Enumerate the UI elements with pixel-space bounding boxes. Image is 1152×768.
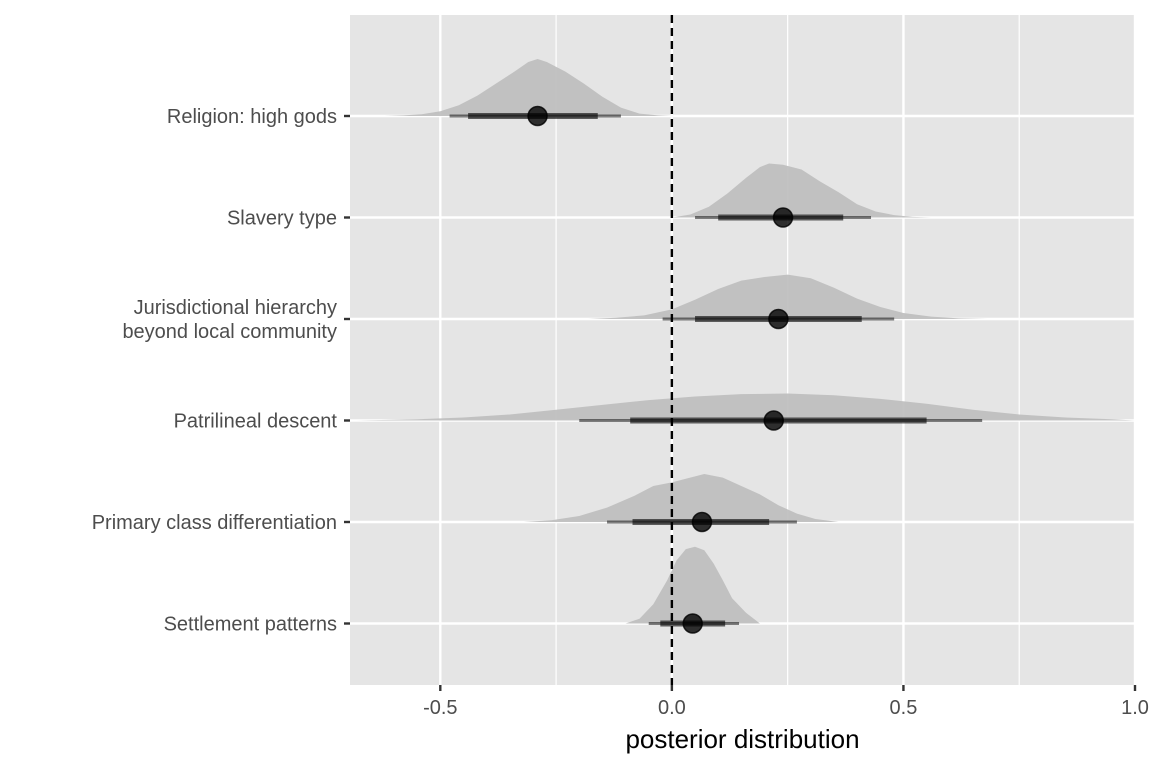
density-5: [625, 546, 760, 624]
median-point-3: [763, 410, 785, 431]
y-axis: Religion: high gods Slavery type Jurisdict…: [92, 106, 350, 636]
y-tick-label-0: Religion: high gods: [167, 106, 337, 128]
plot-panel: [350, 15, 1135, 685]
x-tick-label-3: 1.0: [1121, 697, 1149, 719]
x-tick-label-2: 0.5: [890, 697, 918, 719]
interval-layer: [449, 105, 983, 634]
density-3: [356, 393, 1135, 421]
median-point-4: [691, 511, 713, 533]
density-1: [671, 163, 932, 218]
y-tick-label-2: Jurisdictional hierarchy beyond local com…: [122, 297, 337, 343]
median-point-0: [527, 105, 548, 127]
y-tick-label-4: Primary class differentiation: [92, 512, 337, 534]
x-axis-title: posterior distribution: [625, 724, 859, 754]
x-tick-label-0: -0.5: [423, 697, 457, 719]
density-4: [523, 474, 839, 522]
x-tick-label-1: 0.0: [658, 697, 686, 719]
y-tick-label-5: Settlement patterns: [164, 614, 337, 636]
density-2: [588, 274, 987, 319]
y-tick-label-1: Slavery type: [227, 208, 337, 230]
median-point-1: [772, 207, 794, 228]
density-layer: [356, 59, 1135, 624]
y-tick-label-3: Patrilineal descent: [174, 411, 338, 433]
median-point-2: [768, 308, 789, 330]
minor-gridlines: [555, 15, 1020, 685]
x-axis: -0.5 0.0 0.5 1.0: [423, 685, 1149, 719]
density-0: [384, 59, 672, 116]
median-point-5: [682, 613, 703, 634]
